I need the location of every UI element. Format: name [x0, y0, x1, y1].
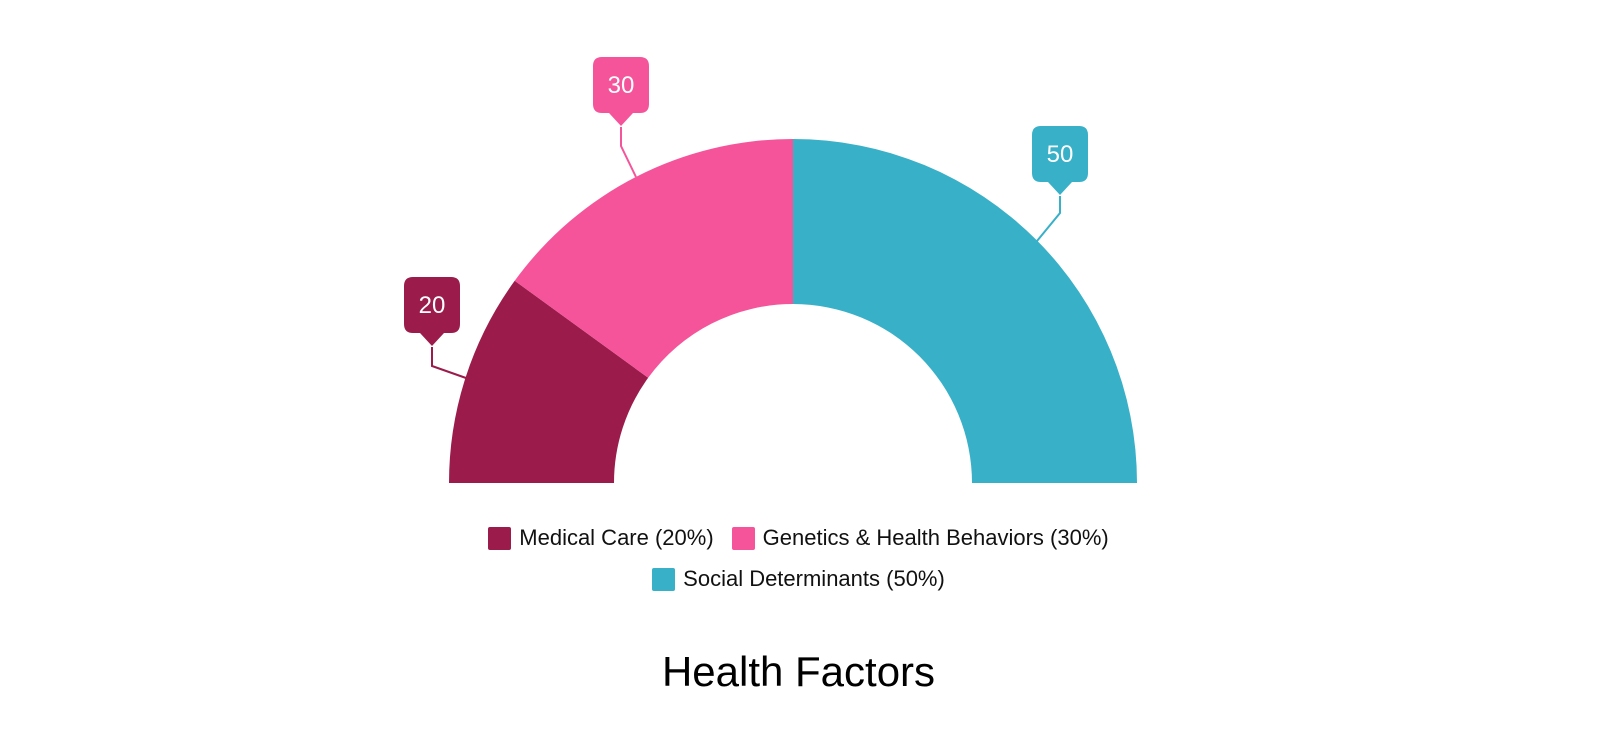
legend-item-medical-care[interactable]: Medical Care (20%) — [488, 525, 714, 551]
data-label-callout — [1032, 126, 1088, 195]
legend-item-social-determinants[interactable]: Social Determinants (50%) — [652, 566, 945, 592]
legend-label: Medical Care (20%) — [519, 525, 714, 550]
legend: Medical Care (20%) Genetics & Health Beh… — [0, 523, 1597, 594]
data-label-value: 30 — [608, 72, 635, 99]
slice-social-determinants[interactable] — [793, 139, 1137, 483]
label-connector — [620, 127, 637, 178]
data-label-callout — [593, 57, 649, 126]
label-connector — [1036, 196, 1061, 242]
label-connector — [431, 347, 467, 379]
chart-title: Health Factors — [661, 648, 936, 695]
legend-swatch-social-determinants — [652, 567, 676, 591]
legend-swatch-genetics — [731, 526, 755, 550]
slice-genetics-health-behaviors[interactable] — [514, 139, 793, 378]
legend-label: Social Determinants (50%) — [683, 566, 945, 591]
data-label-value: 50 — [1047, 141, 1074, 168]
legend-item-genetics[interactable]: Genetics & Health Behaviors (30%) — [731, 525, 1109, 551]
legend-label: Genetics & Health Behaviors (30%) — [762, 525, 1109, 550]
legend-swatch-medical-care — [488, 526, 512, 550]
data-label-value: 20 — [419, 292, 446, 319]
slice-medical-care[interactable] — [449, 280, 649, 483]
data-label-callout — [404, 277, 460, 346]
